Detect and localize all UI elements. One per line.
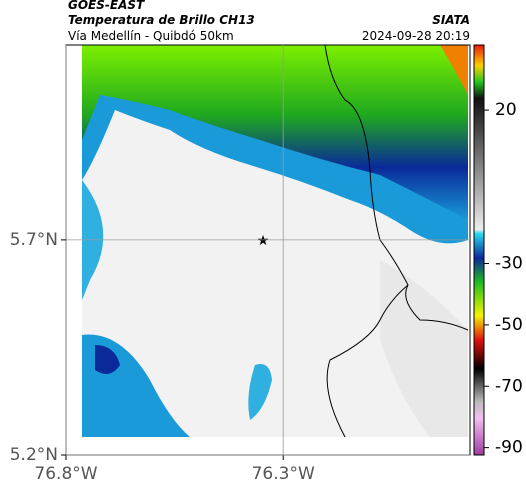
colorbar-label: -90	[495, 438, 523, 458]
source: GOES-EAST	[68, 0, 145, 12]
header: GOES-EAST Temperatura de Brillo CH13 SIA…	[68, 0, 470, 43]
x-tick-label: 76.3°W	[252, 464, 315, 484]
cloud-top	[82, 45, 468, 220]
location-star: ★	[257, 233, 270, 249]
cloud-light	[380, 260, 468, 437]
subtitle: Vía Medellín - Quibdó 50km	[68, 29, 234, 43]
x-tick-label: 76.8°W	[34, 464, 97, 484]
border	[326, 284, 409, 438]
cloud-small	[248, 364, 272, 420]
y-tick-label: 5.7°N	[10, 230, 58, 250]
colorbar-label: -30	[495, 254, 523, 274]
timestamp: 2024-09-28 20:19	[362, 29, 470, 43]
map-image: ★	[82, 44, 469, 438]
colorbar-label: 20	[495, 100, 517, 120]
colorbar	[473, 44, 485, 456]
y-tick-label: 5.2°N	[10, 445, 58, 465]
cloud-warm	[440, 45, 468, 95]
cloud-core	[95, 345, 120, 374]
colorbar-label: -70	[495, 376, 523, 396]
brand: SIATA	[432, 13, 470, 27]
colorbar-label: -50	[495, 315, 523, 335]
title: Temperatura de Brillo CH13	[68, 13, 255, 27]
